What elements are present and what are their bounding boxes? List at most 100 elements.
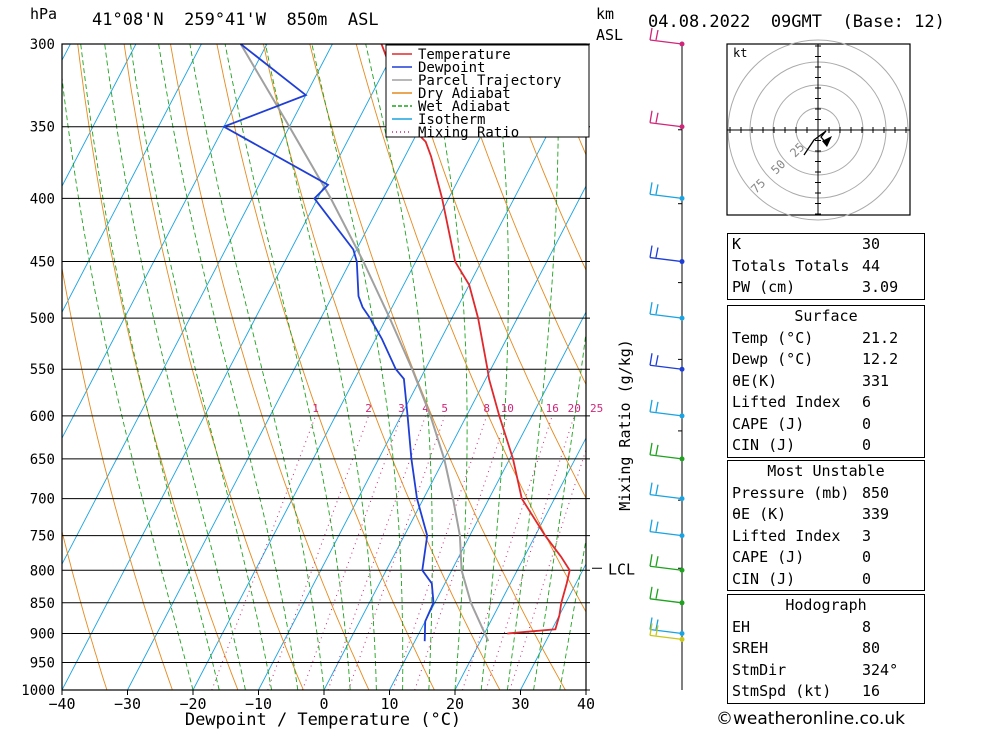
mixing-ratio-line [302, 415, 402, 690]
mixing-ratio-label: 16 [546, 402, 559, 415]
mixing-ratio-label: 2 [365, 402, 372, 415]
mixing-ratio-line [347, 415, 446, 690]
wind-barb-shaft [649, 565, 683, 571]
table-title: Most Unstable [767, 462, 885, 480]
parcel-trajectory-line [239, 44, 490, 642]
pressure-unit: hPa [30, 5, 57, 23]
row-label: StmDir [732, 660, 787, 679]
wind-barb-shaft [649, 411, 683, 417]
wind-barb-flag [649, 482, 653, 495]
pressure-tick-label: 350 [30, 120, 55, 136]
wind-barb-flag [649, 110, 653, 123]
isotherm-line [62, 44, 202, 314]
row-label: K [732, 235, 742, 253]
wind-barb-flag [649, 353, 653, 366]
dewpoint-line [221, 44, 435, 642]
mixing-ratio-label: 5 [441, 402, 448, 415]
table-row: Dewp (°C) 12.2 [728, 349, 924, 371]
row-value: 0 [862, 414, 872, 433]
row-value: 16 [862, 682, 881, 700]
pressure-tick-label: 300 [30, 37, 55, 53]
legend-entry: Temperature [418, 47, 511, 63]
row-value: 339 [862, 505, 890, 523]
height-unit: km [596, 5, 614, 23]
pressure-tick-label: 400 [30, 191, 55, 207]
row-value: 30 [862, 235, 881, 253]
wet-adiabat-line [311, 44, 404, 690]
row-label: θE (K) [732, 505, 787, 523]
wind-barb-flag [649, 623, 653, 636]
temperature-tick-label: −10 [245, 695, 272, 713]
wet-adiabat-line [426, 44, 468, 690]
wind-barb-flag [655, 625, 659, 636]
row-label: StmSpd (kt) [732, 682, 832, 700]
temperature-tick-label: 10 [380, 695, 398, 713]
table-title: Hodograph [785, 596, 867, 614]
wind-barb-flag [655, 184, 659, 195]
wind-barb-flag [649, 27, 653, 41]
table-row: Lifted Index 6 [728, 392, 924, 414]
pressure-tick-label: 700 [30, 492, 55, 508]
wet-adiabat-line [585, 687, 586, 690]
table-row: StmDir 324° [728, 660, 924, 682]
row-value: 0 [862, 569, 872, 588]
mixing-ratio-label: 1 [312, 402, 319, 415]
pressure-tick-label: 550 [30, 362, 55, 378]
row-label: Temp (°C) [732, 328, 814, 347]
temperature-line [380, 44, 571, 635]
wind-barb-shaft [649, 530, 683, 537]
wind-barb-flag [649, 399, 653, 413]
wind-barb-shaft [649, 493, 683, 500]
legend-entry: Dry Adiabat [418, 86, 511, 102]
wind-barb-flag [655, 619, 659, 630]
isotherm-line [520, 563, 586, 690]
legend-entry: Wet Adiabat [418, 99, 511, 115]
legend-entry: Isotherm [418, 112, 485, 128]
mixing-ratio-line [392, 415, 488, 690]
row-value: 324° [862, 660, 899, 679]
pressure-tick-label: 1000 [21, 683, 55, 699]
wind-barb-flag [649, 554, 653, 567]
row-label: θE(K) [732, 371, 778, 390]
mixing-ratio-line [327, 415, 426, 690]
isotherm-line [258, 59, 586, 690]
lcl-label: LCL [608, 560, 635, 578]
wind-barb-shaft [649, 193, 683, 200]
table-row: Totals Totals 44 [728, 256, 924, 278]
wind-barb-flag [655, 588, 659, 599]
mixing-ratio-label: 4 [422, 402, 429, 415]
dry-adiabat-line [77, 44, 239, 690]
row-value: 44 [862, 256, 881, 275]
table-row: PW (cm) 3.09 [728, 277, 924, 299]
wind-barb-shaft [649, 313, 683, 319]
row-value: 3 [862, 526, 872, 545]
location-title: 41°08'N 259°41'W 850m ASL [92, 10, 379, 30]
row-value: 0 [862, 548, 872, 566]
wind-barb-dot [679, 124, 685, 130]
table-row: Pressure (mb) 850 [728, 483, 924, 505]
pressure-tick-label: 800 [30, 563, 55, 579]
wind-barb-shaft [649, 634, 683, 641]
wind-barb-flag [655, 303, 659, 315]
row-value: 6 [862, 393, 872, 411]
mixing-ratio-line [485, 415, 575, 690]
datetime: 04.08.2022 09GMT (Base: 12) [648, 12, 945, 32]
mixing-ratio-label: 20 [568, 402, 581, 415]
isotherm-line [389, 311, 586, 690]
row-label: Pressure (mb) [732, 483, 850, 502]
hodograph-unit: kt [733, 46, 747, 60]
wind-barb-flag [655, 247, 659, 258]
row-value: 331 [862, 371, 890, 390]
table-row: Lifted Index 3 [728, 526, 924, 548]
row-label: Totals Totals [732, 256, 850, 275]
table-row: CAPE (J) 0 [728, 547, 924, 569]
dry-adiabat-line [170, 44, 370, 690]
temperature-tick-label: 40 [577, 695, 595, 713]
temperature-tick-label: −40 [48, 695, 75, 713]
mixing-ratio-label: 3 [398, 402, 405, 415]
wind-barb-flag [655, 112, 659, 123]
isotherm-line [192, 44, 530, 690]
wind-barb-flag [649, 586, 653, 599]
